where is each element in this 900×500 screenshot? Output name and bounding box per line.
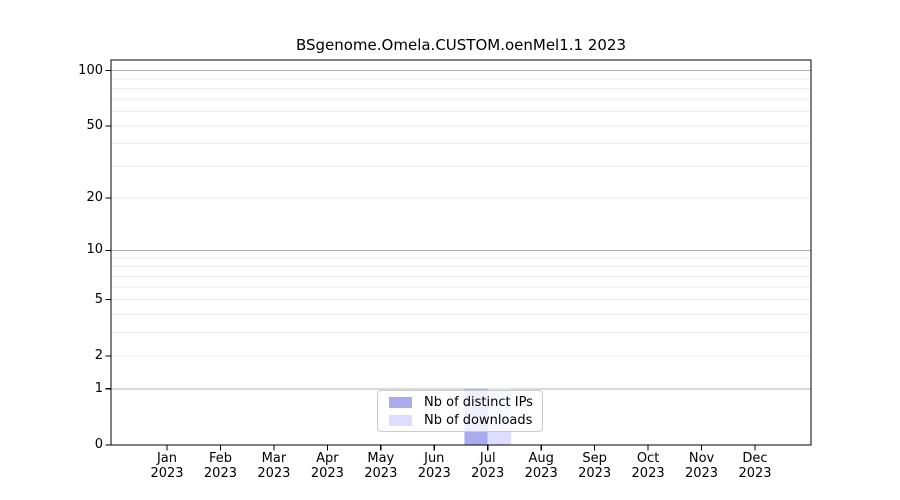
legend: Nb of distinct IPs Nb of downloads — [377, 390, 543, 432]
legend-swatch-distinct-ips — [389, 396, 412, 408]
chart-title: BSgenome.Omela.CUSTOM.oenMel1.1 2023 — [295, 36, 627, 54]
legend-item-downloads: Nb of downloads — [389, 414, 542, 427]
legend-item-distinct-ips: Nb of distinct IPs — [389, 396, 542, 409]
legend-label-distinct-ips: Nb of distinct IPs — [424, 394, 533, 410]
legend-label-downloads: Nb of downloads — [424, 412, 533, 428]
axis-frame — [110, 59, 812, 446]
legend-swatch-downloads — [389, 414, 412, 426]
